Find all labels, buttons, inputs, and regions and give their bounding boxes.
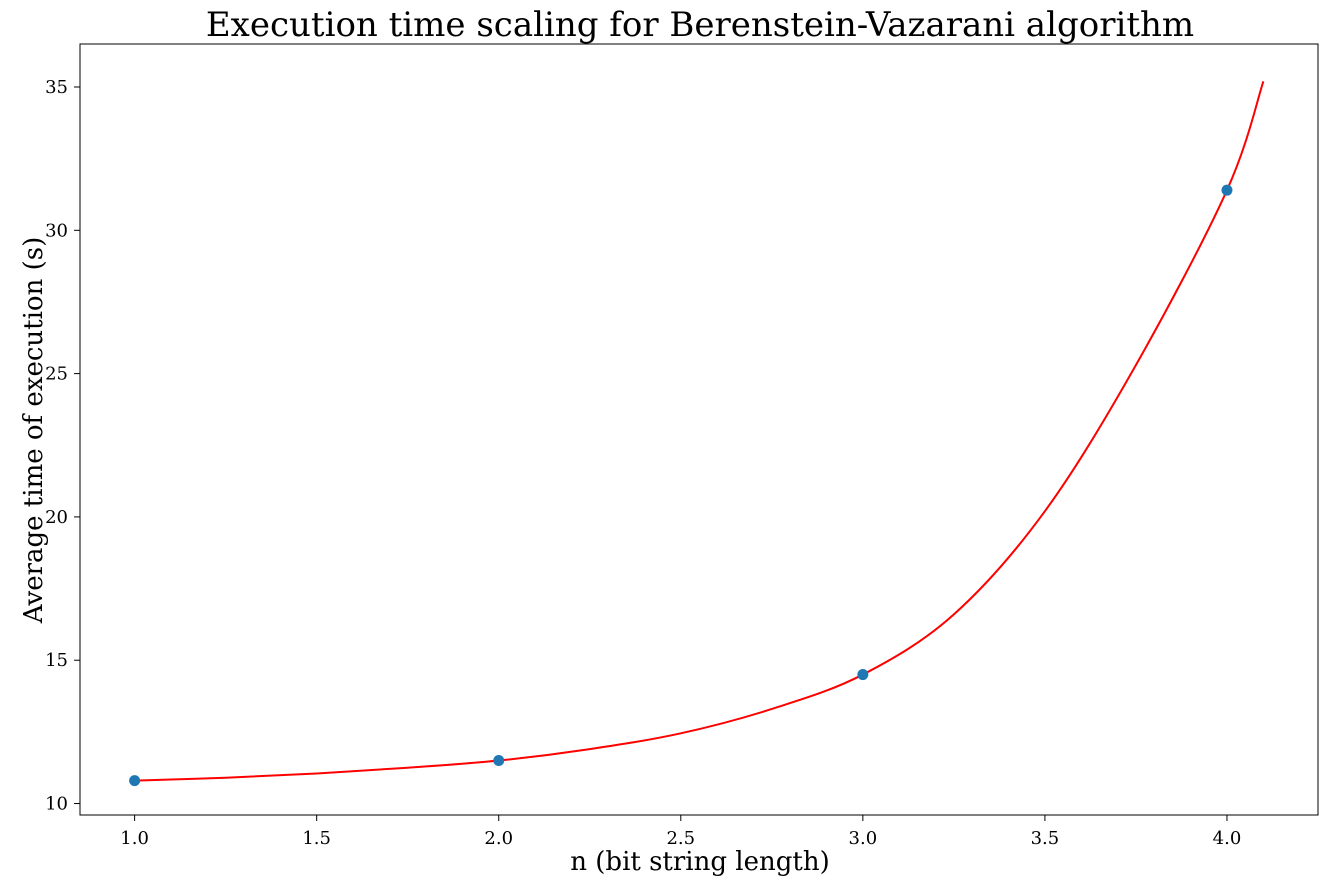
- y-tick-label: 25: [45, 364, 68, 385]
- y-tick-label: 35: [45, 77, 68, 98]
- x-tick-label: 3.0: [849, 828, 878, 849]
- x-tick-label: 3.5: [1031, 828, 1060, 849]
- data-point: [857, 669, 869, 681]
- data-point: [493, 755, 505, 767]
- data-point: [129, 775, 141, 787]
- plot-frame: [79, 43, 1319, 816]
- data-point: [1221, 184, 1233, 196]
- y-tick-label: 20: [45, 507, 68, 528]
- x-tick-label: 4.0: [1213, 828, 1242, 849]
- x-tick-label: 1.0: [120, 828, 149, 849]
- y-tick-label: 30: [45, 220, 68, 241]
- chart-title: Execution time scaling for Berenstein-Va…: [206, 5, 1194, 45]
- fit-curve-line: [134, 80, 1265, 782]
- plot-area: 1.0 1.5 2.0 2.5 3.0 3.5 4.0 10 15 20 25 30 35: [45, 43, 1319, 849]
- x-axis-label: n (bit string length): [570, 847, 829, 877]
- x-tick-label: 2.0: [484, 828, 513, 849]
- y-tick-label: 10: [45, 794, 68, 815]
- x-tick-label: 1.5: [302, 828, 331, 849]
- y-axis-label: Average time of execution (s): [19, 237, 49, 624]
- y-tick-label: 15: [45, 650, 68, 671]
- x-tick-label: 2.5: [666, 828, 695, 849]
